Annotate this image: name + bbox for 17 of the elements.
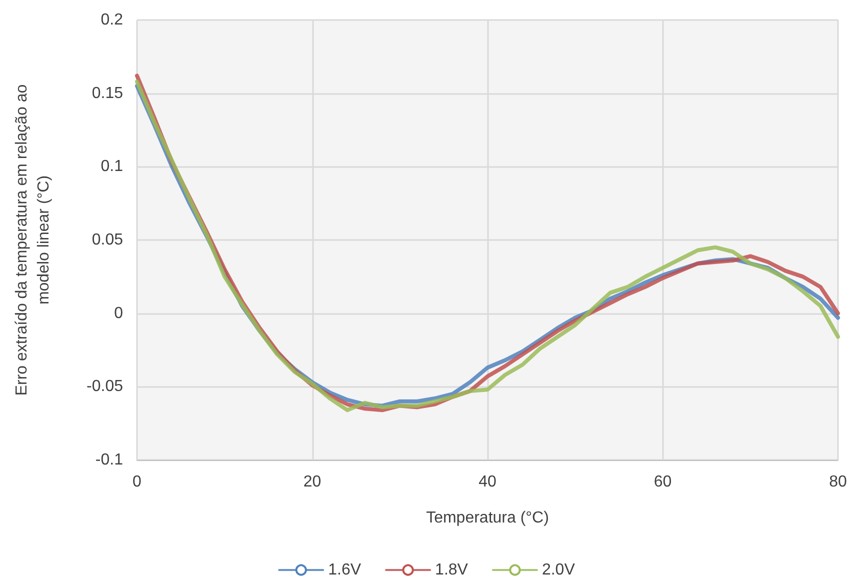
legend-label: 2.0V	[542, 562, 576, 578]
y-tick-label: 0.1	[100, 158, 124, 176]
y-tick-label: -0.1	[95, 452, 124, 468]
y-tick-label: 0	[114, 304, 124, 322]
x-tick-label: 20	[303, 474, 322, 490]
x-tick-label: 80	[829, 474, 847, 490]
x-tick-label: 0	[132, 474, 142, 490]
x-tick-label: 60	[654, 474, 672, 490]
y-tick-label: 0.05	[92, 232, 124, 248]
y-tick-label: 0.15	[92, 84, 124, 102]
x-axis-title: Temperatura (°C)	[426, 510, 549, 526]
x-tick-label: 40	[478, 474, 496, 490]
y-tick-label: 0.2	[100, 12, 124, 28]
y-tick-label: -0.05	[86, 378, 124, 396]
y-axis-title: Erro extraído da temperatura em relação ao modelo linear (°C)	[14, 84, 52, 396]
legend-label: 1.8V	[435, 562, 468, 578]
legend-label: 1.6V	[328, 562, 362, 578]
